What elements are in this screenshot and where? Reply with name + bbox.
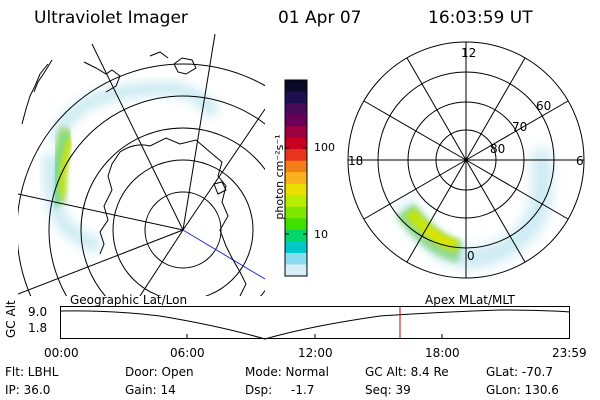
altitude-ylabel: GC Alt bbox=[4, 300, 18, 338]
polar-mlt-meridians bbox=[348, 42, 584, 278]
colorbar-step bbox=[285, 160, 307, 173]
dsp-label: Dsp: bbox=[245, 383, 273, 397]
altitude-xtick-0000: 00:00 bbox=[44, 346, 79, 360]
colorbar-step bbox=[285, 114, 307, 127]
colorbar-step bbox=[285, 91, 307, 104]
ip-info: IP: 36.0 bbox=[5, 383, 51, 397]
lat-label-80: 80 bbox=[490, 142, 506, 156]
apex-polar-auroral-image bbox=[347, 41, 585, 279]
altitude-xtick-0600: 06:00 bbox=[170, 346, 205, 360]
observation-date: 01 Apr 07 bbox=[278, 8, 362, 28]
intensity-colorbar bbox=[284, 79, 308, 277]
colorbar-step bbox=[285, 264, 307, 277]
geo-coastlines bbox=[21, 51, 247, 296]
polar-auroral-oval bbox=[396, 148, 553, 269]
altitude-timeline-plot bbox=[60, 306, 571, 340]
geo-meridians bbox=[18, 34, 265, 296]
colorbar-ticks bbox=[285, 147, 307, 235]
colorbar-step bbox=[285, 172, 307, 185]
colorbar-step bbox=[285, 195, 307, 208]
geo-panel-label: Geographic Lat/Lon bbox=[70, 293, 188, 307]
colorbar-step bbox=[285, 229, 307, 243]
colorbar-step bbox=[285, 241, 307, 254]
gc-alt-info: GC Alt: 8.4 Re bbox=[365, 365, 449, 379]
glat-info: GLat: -70.7 bbox=[486, 365, 553, 379]
geo-auroral-oval bbox=[41, 81, 221, 254]
altitude-xtick-2359: 23:59 bbox=[552, 346, 587, 360]
mlt-label-18: 18 bbox=[348, 154, 364, 168]
colorbar-step bbox=[285, 252, 307, 266]
filter-info: Flt: LBHL bbox=[5, 365, 59, 379]
glon-info: GLon: 130.6 bbox=[486, 383, 559, 397]
lat-label-60: 60 bbox=[536, 99, 552, 113]
altitude-curve bbox=[60, 309, 571, 340]
altitude-xtick-1800: 18:00 bbox=[425, 346, 460, 360]
colorbar-step bbox=[285, 218, 307, 231]
mlt-label-12: 12 bbox=[461, 46, 477, 60]
colorbar-gradient bbox=[285, 80, 307, 277]
colorbar-step bbox=[285, 126, 307, 139]
altitude-plot-frame bbox=[60, 306, 570, 339]
dsp-value: -1.7 bbox=[291, 383, 315, 397]
colorbar-step bbox=[285, 80, 307, 93]
geographic-auroral-image bbox=[18, 34, 265, 296]
colorbar-tick-100: 100 bbox=[314, 141, 335, 154]
seq-info: Seq: 39 bbox=[365, 383, 411, 397]
colorbar-step bbox=[285, 137, 307, 150]
colorbar-tick-10: 10 bbox=[314, 228, 328, 241]
gain-info: Gain: 14 bbox=[125, 383, 176, 397]
observation-time: 16:03:59 UT bbox=[428, 8, 533, 28]
altitude-xtick-1200: 12:00 bbox=[298, 346, 333, 360]
colorbar-step bbox=[285, 183, 307, 196]
colorbar-step bbox=[285, 149, 307, 162]
geo-magnetic-reference-line bbox=[182, 229, 265, 280]
altitude-xticks bbox=[186, 334, 443, 339]
geo-latitude-circles bbox=[18, 63, 265, 296]
instrument-title: Ultraviolet Imager bbox=[34, 8, 188, 28]
polar-panel-label: Apex MLat/MLT bbox=[425, 293, 515, 307]
colorbar-unit-label: photon cm⁻²s⁻¹ bbox=[273, 134, 286, 220]
door-info: Door: Open bbox=[125, 365, 194, 379]
colorbar-step bbox=[285, 206, 307, 219]
altitude-ytick-9: 9.0 bbox=[28, 305, 48, 319]
altitude-ytick-1-8: 1.8 bbox=[28, 321, 48, 335]
lat-label-70: 70 bbox=[512, 120, 528, 134]
colorbar-step bbox=[285, 103, 307, 116]
mode-info: Mode: Normal bbox=[245, 365, 329, 379]
mlt-label-0: 0 bbox=[467, 249, 475, 263]
mlt-label-6: 6 bbox=[576, 154, 584, 168]
